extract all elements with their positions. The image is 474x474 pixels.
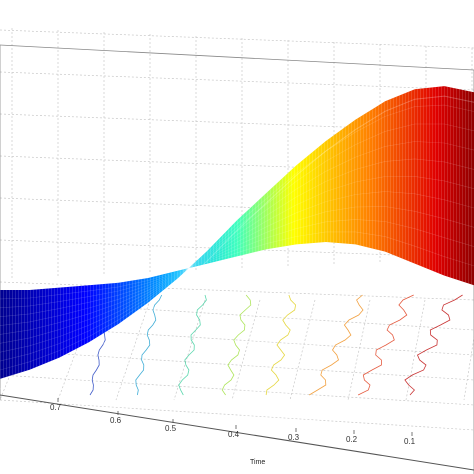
contour-trace	[404, 294, 463, 396]
contour-trace	[221, 294, 252, 396]
x-tick-label: 0.6	[110, 416, 122, 425]
grid-line	[0, 155, 474, 175]
surface-ridge-line	[0, 191, 474, 326]
grid-line	[463, 335, 474, 401]
x-tick-label: 0.4	[228, 430, 240, 439]
surface-ridge-line	[0, 141, 474, 353]
box-edge	[0, 44, 474, 71]
grid-line	[0, 299, 474, 331]
surface-mesh	[0, 86, 474, 390]
surface-ridge-line	[0, 104, 474, 371]
grid-line	[115, 299, 151, 401]
x-tick-label: 0.1	[404, 437, 416, 446]
x-axis-label: Time	[250, 459, 265, 466]
grid-line	[289, 299, 316, 401]
grid-line	[231, 299, 261, 401]
surface-ridge-line	[0, 219, 474, 309]
surface-ridge-line	[0, 158, 474, 344]
contour-trace	[135, 294, 163, 396]
contour-trace	[265, 294, 297, 396]
contour-trace	[178, 294, 207, 396]
surface-mesh-lines	[0, 86, 474, 379]
surface-ridge-line	[0, 123, 474, 362]
grid-line	[405, 299, 426, 401]
grid-line	[0, 399, 474, 431]
grid-line	[0, 71, 474, 91]
surface-ridge-line	[0, 95, 474, 390]
x-tick-label: 0.7	[50, 403, 62, 412]
surface-ridge-line	[0, 176, 474, 335]
contour-trace	[308, 294, 364, 396]
grid-line	[0, 324, 474, 356]
surface-ridge-line	[0, 231, 474, 300]
surface-ridge-line	[0, 206, 474, 317]
floor-contours	[89, 294, 463, 396]
x-axis-line	[0, 394, 474, 471]
grid-line	[0, 29, 474, 49]
grid-line	[173, 299, 206, 401]
grid-line	[347, 299, 371, 401]
x-tick-label: 0.3	[288, 433, 300, 442]
grid-line	[0, 197, 474, 217]
contour-trace	[357, 294, 414, 396]
x-tick-label: 0.5	[165, 424, 177, 433]
grid-line	[0, 349, 474, 381]
x-axis-ticks: 0.7 0.6 0.5 0.4 0.3 0.2 0.1	[50, 398, 416, 446]
grid-line	[0, 113, 474, 133]
grid-line	[0, 374, 474, 406]
x-tick-label: 0.2	[346, 435, 358, 444]
grid-line	[0, 281, 474, 301]
